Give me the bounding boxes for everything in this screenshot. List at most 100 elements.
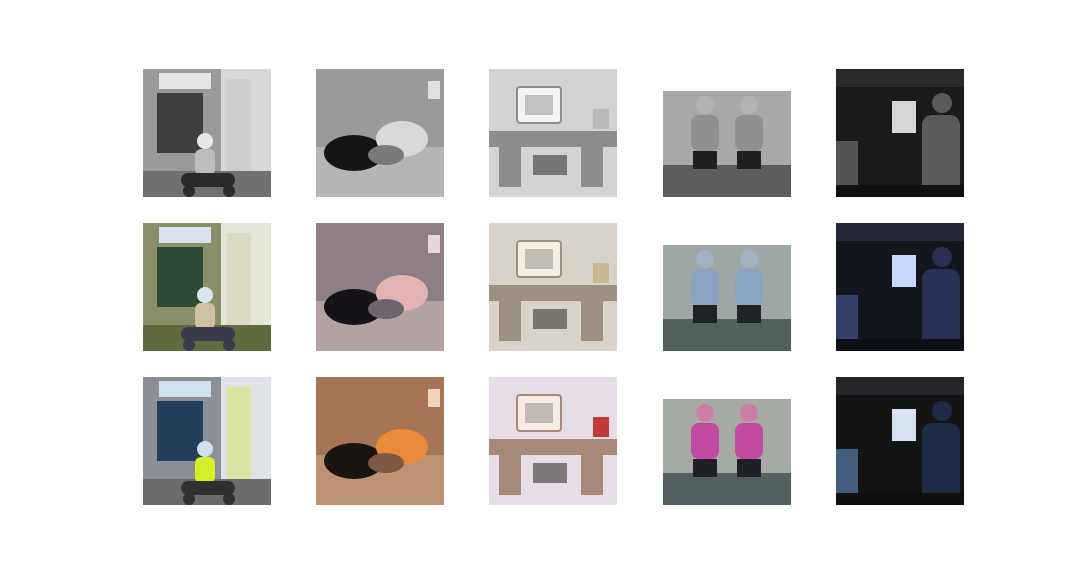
person-right-head — [932, 93, 952, 113]
photo-night-scene-ground-truth — [836, 377, 964, 505]
photo-computer-desk-grayscale — [489, 69, 617, 197]
top-band — [663, 81, 791, 91]
tabby-cat — [368, 453, 404, 473]
shop-window — [157, 247, 203, 307]
tile-tennis-players-colorized — [663, 223, 791, 351]
player-left-head — [696, 96, 714, 114]
player-left-skirt — [693, 151, 717, 169]
crt-monitor — [516, 86, 562, 124]
tile-tennis-players-grayscale — [663, 69, 791, 197]
photo-computer-desk-ground-truth — [489, 377, 617, 505]
paper-tag — [428, 235, 440, 253]
top-band — [663, 389, 791, 399]
tile-computer-desk-ground-truth — [489, 377, 617, 505]
player-right-shirt — [735, 423, 763, 459]
person-left — [836, 141, 858, 197]
rider-helmet — [197, 441, 213, 457]
pc-tower — [533, 155, 567, 175]
rider-helmet — [197, 287, 213, 303]
player-right-head — [740, 404, 758, 422]
player-left-skirt — [693, 459, 717, 477]
photo-tennis-players-grayscale — [663, 81, 791, 197]
player-right-shirt — [735, 269, 763, 305]
photo-tennis-players-colorized — [663, 235, 791, 351]
desk-accessory — [593, 263, 609, 283]
wheel-front — [183, 185, 195, 197]
court-net — [663, 165, 791, 197]
rider-jacket — [195, 149, 215, 175]
paper-tag — [428, 81, 440, 99]
lit-screen — [892, 409, 916, 441]
player-right-head — [740, 250, 758, 268]
ground-shadow — [836, 339, 964, 351]
shop-window — [157, 401, 203, 461]
photo-street-scooter-colorized — [143, 223, 271, 351]
awning — [836, 377, 964, 395]
pc-tower — [533, 463, 567, 483]
desk-top — [489, 131, 617, 147]
lit-screen — [892, 255, 916, 287]
rider-jacket — [195, 457, 215, 483]
tile-street-scooter-ground-truth — [143, 377, 271, 505]
player-right-skirt — [737, 151, 761, 169]
player-left-head — [696, 404, 714, 422]
crt-monitor — [516, 394, 562, 432]
desk-leg-right — [581, 455, 603, 495]
photo-night-scene-colorized — [836, 223, 964, 351]
player-right-shirt — [735, 115, 763, 151]
photo-computer-desk-colorized — [489, 223, 617, 351]
wheel-back — [223, 185, 235, 197]
awning — [836, 223, 964, 241]
rider-helmet — [197, 133, 213, 149]
tabby-cat — [368, 145, 404, 165]
player-left-head — [696, 250, 714, 268]
desk-leg-right — [581, 301, 603, 341]
crt-monitor — [516, 240, 562, 278]
player-right-head — [740, 96, 758, 114]
wheel-front — [183, 493, 195, 505]
person-right — [922, 423, 960, 505]
monitor-screen — [525, 403, 553, 423]
wheel-back — [223, 339, 235, 351]
player-left-shirt — [691, 269, 719, 305]
player-left-skirt — [693, 305, 717, 323]
shop-sign — [159, 227, 211, 243]
building-side — [227, 233, 251, 325]
pc-tower — [533, 309, 567, 329]
monitor-screen — [525, 249, 553, 269]
building-side — [227, 79, 251, 171]
court-net — [663, 473, 791, 505]
photo-cats-on-sofa-colorized — [316, 223, 444, 351]
scooter — [181, 173, 235, 187]
tile-computer-desk-grayscale — [489, 69, 617, 197]
tile-night-scene-colorized — [836, 223, 964, 351]
monitor-screen — [525, 95, 553, 115]
desk-leg-left — [499, 455, 521, 495]
desk-leg-left — [499, 301, 521, 341]
photo-cats-on-sofa-ground-truth — [316, 377, 444, 505]
ground-shadow — [836, 185, 964, 197]
black-cat — [324, 289, 384, 325]
black-cat — [324, 135, 384, 171]
scooter — [181, 327, 235, 341]
tile-street-scooter-grayscale — [143, 69, 271, 197]
person-left — [836, 295, 858, 351]
photo-street-scooter-grayscale — [143, 69, 271, 197]
tabby-cat — [368, 299, 404, 319]
black-cat — [324, 443, 384, 479]
person-right-head — [932, 247, 952, 267]
tile-tennis-players-ground-truth — [663, 377, 791, 505]
tile-cats-on-sofa-colorized — [316, 223, 444, 351]
photo-tennis-players-ground-truth — [663, 389, 791, 505]
top-band — [663, 235, 791, 245]
photo-night-scene-grayscale — [836, 69, 964, 197]
desk-top — [489, 439, 617, 455]
building-side — [227, 387, 251, 479]
court-net — [663, 319, 791, 351]
lit-screen — [892, 101, 916, 133]
player-right-skirt — [737, 459, 761, 477]
tile-night-scene-grayscale — [836, 69, 964, 197]
player-left-shirt — [691, 115, 719, 151]
person-right — [922, 115, 960, 197]
